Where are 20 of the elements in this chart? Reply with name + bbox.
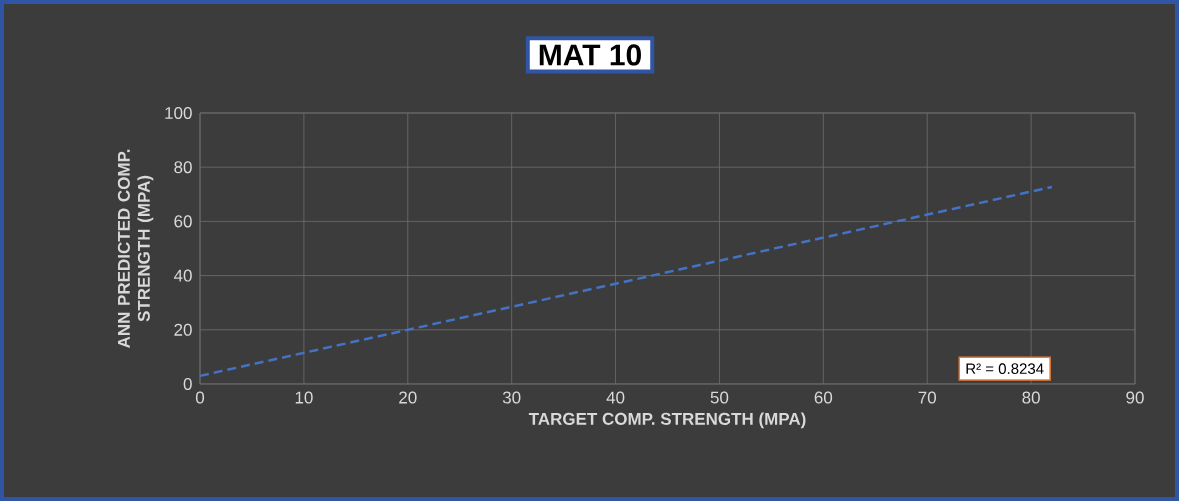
- x-tick-label: 70: [918, 391, 937, 404]
- x-tick-label: 10: [295, 391, 313, 404]
- y-tick-label: 100: [165, 106, 192, 120]
- x-tick-label: 50: [710, 391, 729, 404]
- x-tick-label: 90: [1126, 391, 1144, 404]
- x-tick-label: 0: [195, 391, 205, 404]
- annotation: R² = 0.8234: [966, 363, 1044, 374]
- y-tick-label: 0: [183, 377, 192, 391]
- y-tick-label: 20: [174, 323, 192, 336]
- x-axis-title: TARGET COMP. STRENGTH (MPA): [528, 412, 806, 429]
- x-tick-label: 80: [1022, 391, 1040, 404]
- y-tick-label: 40: [173, 269, 192, 282]
- x-tick-label: 60: [814, 391, 833, 404]
- y-tick-label: 80: [174, 161, 192, 174]
- x-tick-label: 30: [502, 391, 521, 404]
- x-tick-label: 40: [606, 391, 625, 404]
- x-tick-label: 20: [399, 391, 417, 404]
- y-tick-label: 60: [174, 215, 192, 228]
- chart-title: MAT 10: [539, 44, 641, 66]
- y-axis-title: ANN PREDICTED COMP. STRENGTH (MPA): [117, 149, 154, 349]
